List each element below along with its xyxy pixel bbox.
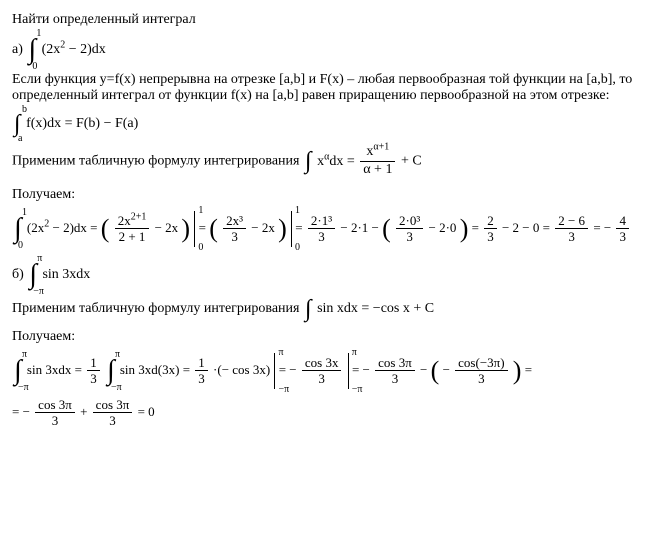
integral-a: 1 ∫ 0 [28, 36, 36, 64]
result-label-1: Получаем: [12, 187, 656, 203]
result-label-2: Получаем: [12, 329, 656, 345]
part-b-label: б) [12, 267, 24, 282]
calc-b-line1: π ∫ −π sin 3xdx = 1 3 π ∫ −π sin 3xd(3x)… [12, 353, 656, 389]
calc-a: 1 ∫ 0 (2x2 − 2)dx = ( 2x2+1 2 + 1 − 2x )… [12, 211, 656, 247]
calc-b-line2: = − cos 3π 3 + cos 3π 3 = 0 [12, 397, 656, 429]
part-a-label: а) [12, 42, 23, 57]
table-formula-1: Применим табличную формулу интегрировани… [12, 144, 656, 179]
ftc-formula: b ∫ a f(x)dx = F(b) − F(a) [12, 112, 656, 136]
part-a: а) 1 ∫ 0 (2x2 − 2)dx [12, 36, 656, 64]
theory-text: Если функция y=f(x) непрерывна на отрезк… [12, 72, 656, 104]
part-a-integrand: (2x2 − 2)dx [42, 42, 106, 57]
part-b: б) π ∫ −π sin 3xdx [12, 261, 656, 289]
title: Найти определенный интеграл [12, 12, 656, 28]
table-formula-2: Применим табличную формулу интегрировани… [12, 297, 656, 321]
